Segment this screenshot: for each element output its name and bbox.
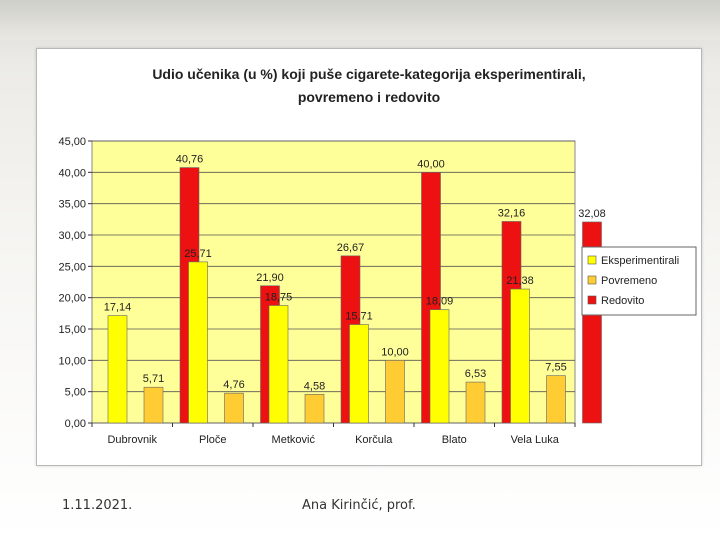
bar [429,309,450,424]
bar [304,393,325,424]
chart-frame: Udio učenika (u %) koji puše cigarete-ka… [36,48,702,466]
bar [268,305,289,424]
bar [349,324,369,424]
bar [224,392,244,424]
data-label: 21,38 [506,275,534,287]
y-tick-label: 5,00 [65,387,86,399]
data-label: 5,71 [143,373,164,385]
data-label: 4,76 [223,379,244,391]
y-tick-label: 30,00 [58,230,86,242]
slide-background-band [0,0,720,40]
data-label: 6,53 [465,368,486,380]
y-tick-label: 0,00 [65,418,86,430]
bar [143,386,164,424]
bar [188,261,208,424]
bar [546,375,566,424]
data-label: 17,14 [104,302,132,314]
data-label: 7,55 [545,362,566,374]
legend: Eksperimentirali Povremeno Redovito [581,246,697,316]
y-tick-label: 25,00 [58,261,86,273]
chart-title-line1: Udio učenika (u %) koji puše cigarete-ka… [152,66,585,82]
legend-label: Povremeno [601,275,657,287]
bar-chart: Udio učenika (u %) koji puše cigarete-ka… [58,66,697,446]
bar [107,315,128,424]
y-tick-label: 15,00 [58,324,86,336]
legend-label: Redovito [601,295,644,307]
legend-label: Eksperimentirali [601,255,679,267]
legend-swatch [587,295,597,305]
data-label: 32,16 [498,207,526,219]
data-label: 18,09 [426,296,454,308]
bar [385,360,405,424]
legend-box [581,246,697,316]
category-label: Blato [442,434,467,446]
bar [510,288,530,424]
category-label: Ploče [199,434,227,446]
category-label: Korčula [355,434,393,446]
y-tick-label: 20,00 [58,293,86,305]
y-tick-label: 35,00 [58,199,86,211]
y-tick-label: 10,00 [58,355,86,367]
legend-swatch [587,255,597,265]
data-label: 26,67 [337,242,365,254]
data-label: 10,00 [381,346,409,358]
legend-swatch [587,275,597,285]
data-label: 18,75 [265,292,293,304]
data-label: 25,71 [184,248,212,260]
category-label: Vela Luka [511,434,560,446]
footer-date: 1.11.2021. [62,498,133,513]
data-label: 15,71 [345,311,373,323]
plot-area: 0,00 5,00 10,00 15,00 20,00 25,00 30,00 35,00 40… [58,136,605,446]
plot-background [91,140,576,424]
chart-title-line2: povremeno i redovito [298,89,440,105]
y-tick-label: 45,00 [58,136,86,148]
data-label: 40,00 [417,158,445,170]
y-tick-label: 40,00 [58,167,86,179]
data-label: 4,58 [304,380,325,392]
data-label: 21,90 [256,272,284,284]
category-label: Dubrovnik [107,434,157,446]
data-label: 40,76 [176,154,204,166]
data-label: 32,08 [578,208,606,220]
footer-author: Ana Kirinčić, prof. [302,498,416,513]
bar [465,381,486,424]
category-label: Metković [272,434,316,446]
